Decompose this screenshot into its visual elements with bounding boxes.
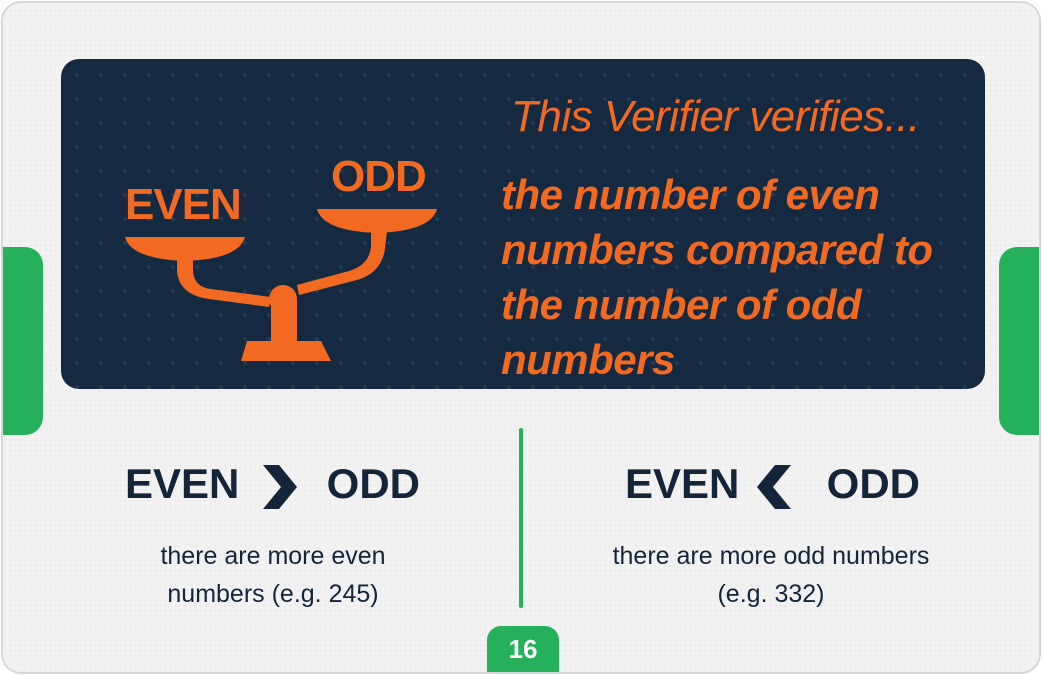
even-greater-description: there are more even numbers (e.g. 245) <box>160 542 386 608</box>
page-number-badge: 16 <box>487 626 559 672</box>
less-than-icon <box>757 465 791 509</box>
column-divider <box>519 428 523 608</box>
comparison-right-word: ODD <box>326 460 420 507</box>
right-arm-shape <box>297 231 387 295</box>
even-greater-comparison: EVEN ODD <box>125 458 425 518</box>
right-pan-shape <box>317 209 437 233</box>
balance-scale-icon: EVEN ODD <box>125 152 437 361</box>
comparison-right-word: ODD <box>826 460 920 507</box>
comparison-left-word: EVEN <box>125 460 240 507</box>
scale-right-label: ODD <box>331 152 426 201</box>
right-side-tab <box>999 247 1039 435</box>
greater-than-icon <box>263 465 297 509</box>
left-pan-shape <box>125 237 245 261</box>
left-arm-shape <box>177 259 271 307</box>
even-less-description: there are more odd numbers (e.g. 332) <box>612 542 930 608</box>
verifier-title: This Verifier verifies... <box>511 92 920 141</box>
left-side-tab <box>3 247 43 435</box>
base-shape <box>241 341 331 361</box>
even-less-comparison: EVEN ODD <box>625 458 925 518</box>
scale-left-label: EVEN <box>125 180 241 229</box>
comparison-left-word: EVEN <box>625 460 740 507</box>
post-shape <box>271 299 297 349</box>
verifier-description: the number of even numbers compared to t… <box>501 171 933 383</box>
verifier-banner: EVEN ODD This Verifier verifies... the n… <box>61 59 985 389</box>
